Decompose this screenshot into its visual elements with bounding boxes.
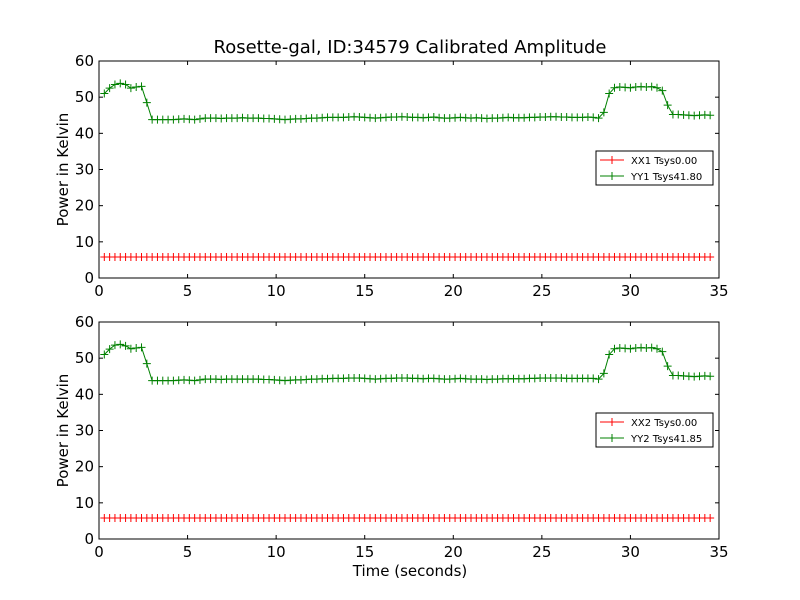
data-point <box>663 362 672 371</box>
data-point <box>429 113 438 122</box>
series-markers-2-1 <box>100 514 715 523</box>
data-point <box>594 114 603 123</box>
legend-1: XX1 Tsys0.00 YY1 Tsys41.80 <box>595 150 714 186</box>
x-tick-label: 15 <box>355 543 374 561</box>
legend-box <box>595 412 714 448</box>
x-tick-label: 30 <box>621 282 640 300</box>
series-markers-1-1 <box>100 253 715 262</box>
x-tick-label: 15 <box>355 282 374 300</box>
x-tick-label: 5 <box>183 282 193 300</box>
legend-2: XX2 Tsys0.00 YY2 Tsys41.85 <box>595 412 714 448</box>
x-tick-label: 35 <box>709 543 728 561</box>
x-tick-label: 25 <box>532 543 551 561</box>
y-tick-label: 0 <box>84 530 94 548</box>
y-axis-label-2: Power in Kelvin <box>54 374 72 488</box>
y-tick-label: 30 <box>75 422 94 440</box>
data-point <box>706 372 715 381</box>
x-tick-label: 25 <box>532 282 551 300</box>
x-tick-label: 20 <box>444 282 463 300</box>
y-tick-label: 40 <box>75 385 94 403</box>
data-point <box>626 83 635 92</box>
data-point <box>142 359 151 368</box>
figure-xlabel: Time (seconds) <box>352 562 468 580</box>
x-tick-label: 5 <box>183 543 193 561</box>
data-point <box>137 82 146 91</box>
data-point <box>195 114 204 123</box>
data-point <box>126 84 135 93</box>
data-point <box>653 83 661 92</box>
data-point <box>126 344 135 353</box>
data-point <box>706 514 715 523</box>
legend-label: YY1 Tsys41.80 <box>630 172 702 183</box>
data-point <box>110 80 119 89</box>
y-tick-label: 60 <box>75 52 94 70</box>
plot-panel-2: 0 5 10 15 20 25 30 35 0 10 20 30 40 50 60 Power in Kelv… <box>54 313 729 561</box>
x-tick-label: 10 <box>267 543 286 561</box>
x-tick-label: 35 <box>709 282 728 300</box>
data-point <box>105 84 114 93</box>
data-point <box>653 344 661 353</box>
data-point <box>647 82 656 91</box>
x-tick-label: 0 <box>94 543 104 561</box>
figure-title: Rosette-gal, ID:34579 Calibrated Amplitu… <box>214 37 607 58</box>
data-point <box>589 374 598 383</box>
legend-label: XX2 Tsys0.00 <box>631 418 697 429</box>
legend-box <box>595 150 714 186</box>
x-tick-label: 20 <box>444 543 463 561</box>
data-point <box>706 111 715 120</box>
y-tick-label: 30 <box>75 161 94 179</box>
legend-label: XX1 Tsys0.00 <box>631 156 697 167</box>
y-axis-label-1: Power in Kelvin <box>54 113 72 227</box>
y-tick-label: 40 <box>75 124 94 142</box>
data-point <box>195 375 204 384</box>
data-point <box>116 79 125 88</box>
data-point <box>599 108 608 117</box>
data-point <box>105 345 114 354</box>
data-point <box>132 83 141 92</box>
x-tick-label: 10 <box>267 282 286 300</box>
data-point <box>116 340 125 349</box>
data-point <box>132 344 141 353</box>
y-tick-label: 50 <box>75 88 94 106</box>
data-point <box>610 344 619 353</box>
y-tick-label: 50 <box>75 349 94 367</box>
data-point <box>663 101 672 110</box>
data-point <box>589 113 598 122</box>
y-tick-label: 10 <box>75 233 94 251</box>
y-tick-label: 10 <box>75 494 94 512</box>
data-point <box>142 98 151 107</box>
data-point <box>121 80 130 89</box>
data-point <box>610 83 619 92</box>
plot-panel-1: 0 5 10 15 20 25 30 35 0 10 20 30 40 50 60 Power in Kelv… <box>54 52 729 300</box>
data-point <box>190 376 199 385</box>
data-point <box>100 350 109 359</box>
data-point <box>647 343 656 352</box>
y-tick-label: 0 <box>84 269 94 287</box>
legend-label: YY2 Tsys41.85 <box>630 434 702 445</box>
data-point <box>190 115 199 124</box>
data-point <box>594 375 603 384</box>
data-point <box>658 86 667 95</box>
x-tick-label: 0 <box>94 282 104 300</box>
data-point <box>121 341 130 350</box>
y-tick-label: 20 <box>75 458 94 476</box>
data-point <box>626 344 635 353</box>
data-point <box>706 253 715 262</box>
data-point <box>605 350 614 359</box>
data-point <box>605 89 614 98</box>
data-point <box>658 347 667 356</box>
y-tick-label: 60 <box>75 313 94 331</box>
series-markers-1-2 <box>100 79 715 124</box>
data-point <box>599 369 608 378</box>
data-point <box>100 89 109 98</box>
x-tick-label: 30 <box>621 543 640 561</box>
y-tick-label: 20 <box>75 197 94 215</box>
series-markers-2-2 <box>100 340 715 385</box>
data-point <box>110 341 119 350</box>
data-point <box>137 343 146 352</box>
